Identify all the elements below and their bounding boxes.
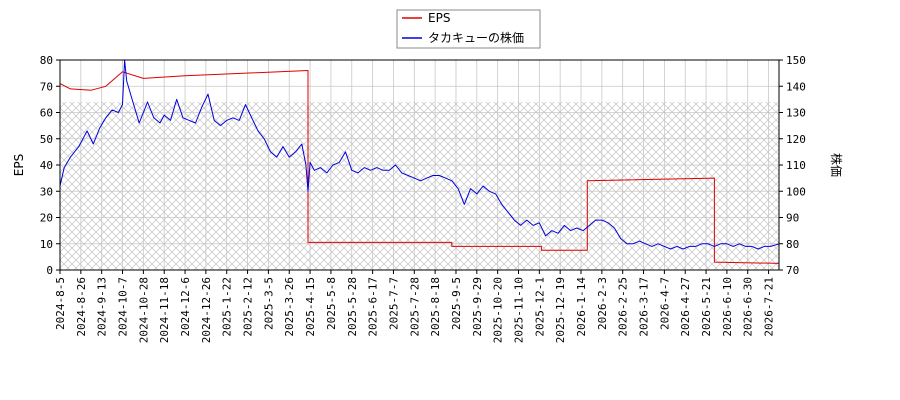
x-tick-label: 2025-1-22 <box>221 277 234 337</box>
y-right-tick-label: 90 <box>786 212 799 225</box>
y-left-tick-label: 40 <box>40 159 53 172</box>
x-tick-label: 2025-4-15 <box>304 277 317 337</box>
x-tick-label: 2026-6-10 <box>721 277 734 337</box>
legend: EPS タカキューの株価 <box>396 9 541 49</box>
y-left-axis-title: EPS <box>12 154 26 176</box>
x-tick-label: 2025-5-8 <box>325 277 338 330</box>
x-tick-label: 2025-6-17 <box>367 277 380 337</box>
y-right-tick-label: 70 <box>786 264 799 277</box>
hatched-band <box>60 102 779 270</box>
legend-label-price: タカキューの株価 <box>428 30 524 45</box>
legend-label-eps: EPS <box>428 11 450 25</box>
x-tick-label: 2024-10-28 <box>137 277 150 343</box>
y-right-axis-title: 株価 <box>829 153 844 177</box>
y-left-tick-label: 70 <box>40 80 53 93</box>
x-tick-label: 2026-4-27 <box>679 277 692 337</box>
y-right-tick-label: 80 <box>786 238 799 251</box>
x-tick-label: 2024-10-7 <box>117 277 130 337</box>
x-tick-label: 2025-10-20 <box>492 277 505 343</box>
x-tick-label: 2026-7-21 <box>763 277 776 337</box>
y-right-tick-label: 110 <box>786 159 806 172</box>
x-tick-label: 2026-4-7 <box>658 277 671 330</box>
x-tick-label: 2025-2-12 <box>242 277 255 337</box>
y-left-tick-label: 60 <box>40 107 53 120</box>
series-line-eps <box>60 70 779 264</box>
x-tick-label: 2024-8-26 <box>75 277 88 337</box>
x-tick-label: 2025-7-7 <box>387 277 400 330</box>
y-right-tick-label: 120 <box>786 133 806 146</box>
y-right-tick-label: 130 <box>786 107 806 120</box>
x-tick-label: 2024-11-18 <box>158 277 171 343</box>
hatched-band-area <box>60 102 779 270</box>
x-tick-label: 2026-6-30 <box>742 277 755 337</box>
series-line-stock-price <box>60 60 779 250</box>
x-tick-label: 2026-2-3 <box>596 277 609 330</box>
x-tick-label: 2024-12-6 <box>179 277 192 337</box>
x-tick-label: 2025-8-18 <box>429 277 442 337</box>
x-tick-label: 2024-12-26 <box>200 277 213 343</box>
legend-box <box>396 9 541 49</box>
x-tick-label: 2025-7-28 <box>408 277 421 337</box>
axes: 0 10 20 30 40 50 60 70 80 70 80 90 100 110 120 130 140 15… <box>40 54 806 343</box>
x-tick-label: 2024-9-13 <box>96 277 109 337</box>
x-tick-label: 2026-2-25 <box>617 277 630 337</box>
x-tick-label: 2025-3-26 <box>283 277 296 337</box>
y-left-tick-label: 0 <box>46 264 53 277</box>
x-tick-label: 2025-9-5 <box>450 277 463 330</box>
x-tick-label: 2025-3-5 <box>262 277 275 330</box>
y-right-tick-label: 140 <box>786 80 806 93</box>
x-tick-label: 2025-5-28 <box>346 277 359 337</box>
y-left-tick-label: 10 <box>40 238 53 251</box>
x-tick-label: 2024-8-5 <box>54 277 67 330</box>
x-tick-label: 2026-1-14 <box>575 277 588 337</box>
y-left-tick-label: 50 <box>40 133 53 146</box>
y-right-tick-label: 100 <box>786 185 806 198</box>
x-tick-label: 2026-5-21 <box>700 277 713 337</box>
x-tick-label: 2026-3-17 <box>638 277 651 337</box>
y-right-tick-label: 150 <box>786 54 806 67</box>
series-layer <box>60 60 779 264</box>
x-tick-label: 2025-9-29 <box>471 277 484 337</box>
y-left-tick-label: 80 <box>40 54 53 67</box>
y-left-tick-label: 20 <box>40 212 53 225</box>
x-tick-label: 2025-12-1 <box>533 277 546 337</box>
y-left-tick-label: 30 <box>40 185 53 198</box>
x-tick-label: 2025-12-19 <box>554 277 567 343</box>
x-tick-label: 2025-11-10 <box>513 277 526 343</box>
